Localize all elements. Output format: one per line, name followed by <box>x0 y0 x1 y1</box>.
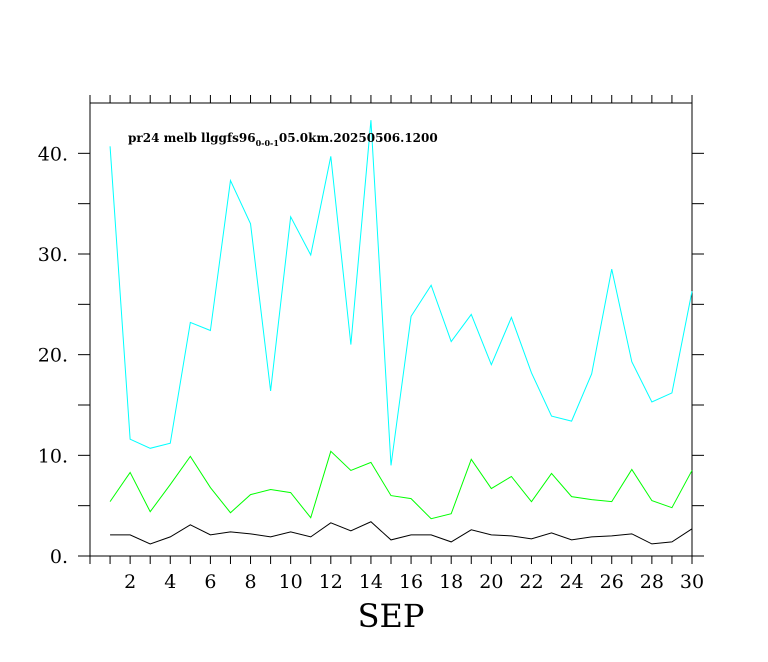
y-tick-label: 30. <box>38 244 68 266</box>
series-line-green <box>109 450 693 520</box>
x-tick-label: 16 <box>399 571 423 593</box>
series-line-cyan <box>109 120 693 466</box>
x-tick-label: 6 <box>204 571 216 593</box>
x-tick-label: 18 <box>439 571 463 593</box>
chart-title: pr24 melb llggfs960-0-105.0km.20250506.1… <box>128 131 438 148</box>
y-tick-label: 20. <box>38 345 68 367</box>
x-tick-label: 4 <box>164 571 176 593</box>
x-tick-label: 28 <box>640 571 664 593</box>
x-tick-label: 8 <box>244 571 256 593</box>
x-tick-label: 2 <box>124 571 136 593</box>
x-tick-label: 30 <box>680 571 704 593</box>
x-tick-label: 20 <box>479 571 503 593</box>
y-tick-label: 0. <box>50 546 68 568</box>
y-tick-label: 10. <box>38 445 68 467</box>
x-tick-label: 14 <box>359 571 383 593</box>
x-tick-label: 26 <box>600 571 624 593</box>
chart-axes: 2 4 6 8 10 12 14 16 18 20 22 24 26 28 300.10.20.30.40. <box>38 95 704 593</box>
x-tick-label: 12 <box>319 571 343 593</box>
x-axis-label: SEP <box>358 597 425 635</box>
series-line-black <box>110 521 693 545</box>
y-tick-label: 40. <box>38 143 68 165</box>
x-tick-label: 22 <box>519 571 543 593</box>
chart-series <box>109 120 693 545</box>
x-tick-label: 24 <box>560 571 584 593</box>
x-tick-label: 10 <box>279 571 303 593</box>
